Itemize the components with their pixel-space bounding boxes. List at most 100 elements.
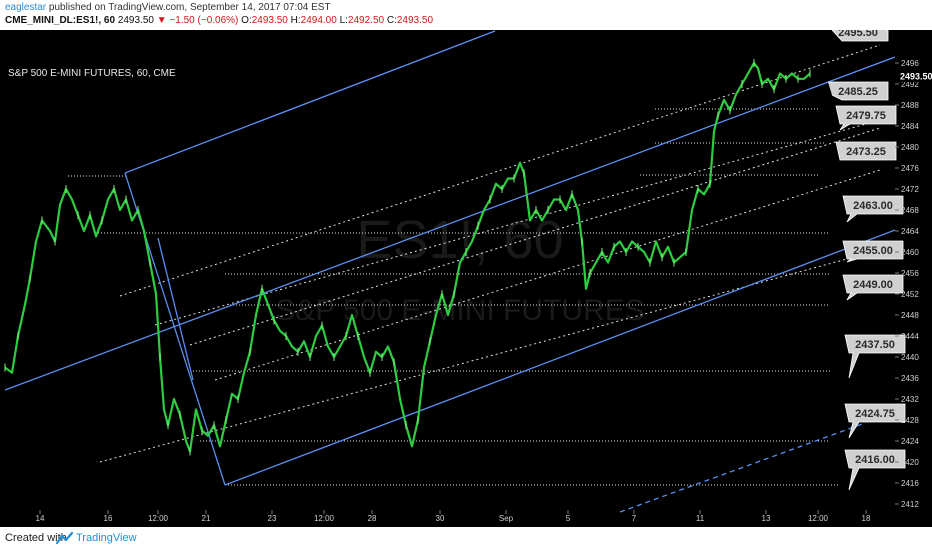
y-tick-label: 2492 bbox=[901, 80, 919, 89]
y-tick-label: 2456 bbox=[901, 269, 919, 278]
y-tick-label: 2432 bbox=[901, 395, 919, 404]
publish-info: published on TradingView.com, September … bbox=[48, 2, 331, 13]
close-value: 2493.50 bbox=[396, 15, 434, 26]
price-callout: 2463.00 bbox=[842, 195, 904, 223]
y-tick-label: 2424 bbox=[901, 437, 919, 446]
y-tick-label: 2468 bbox=[901, 206, 919, 215]
open-value: 2493.50 bbox=[251, 15, 288, 26]
y-tick-label: 2416 bbox=[901, 479, 919, 488]
low-value: 2492.50 bbox=[347, 15, 385, 26]
footer: Created with TradingView bbox=[0, 527, 932, 550]
x-tick-label: 14 bbox=[36, 514, 45, 523]
channel-line bbox=[154, 119, 881, 326]
y-tick-label: 2472 bbox=[901, 185, 919, 194]
y-tick-label: 2420 bbox=[901, 458, 919, 467]
x-tick-label: 12:00 bbox=[314, 514, 335, 523]
current-price-marker bbox=[897, 70, 932, 83]
price-callout-text: 2455.00 bbox=[853, 245, 893, 257]
x-tick-label: 5 bbox=[566, 514, 571, 523]
pitchfork-line bbox=[4, 56, 896, 391]
y-tick-label: 2412 bbox=[901, 500, 919, 509]
pitchfork-extension-line bbox=[619, 422, 866, 513]
pitchfork-line bbox=[157, 237, 194, 381]
price-callout-text: 2416.00 bbox=[855, 454, 895, 466]
y-tick-label: 2480 bbox=[901, 143, 919, 152]
price-callout: 2495.50 bbox=[831, 30, 889, 42]
author-link[interactable]: eaglestar bbox=[5, 2, 47, 13]
time-axis[interactable]: 14 16 12:00 21 23 12:00 28 30 Sep 5 7 11 13 12:00 18 bbox=[36, 510, 871, 523]
price-callout-text: 2437.50 bbox=[855, 339, 895, 351]
last-price: 2493.50 bbox=[117, 15, 154, 26]
ohlc-line: CME_MINI_DL:ES1!, 60 2493.50 ▼ −1.50 (−0… bbox=[5, 15, 433, 26]
x-tick-label: 28 bbox=[368, 514, 377, 523]
price-callout: 2479.75 bbox=[835, 105, 897, 131]
x-tick-label: 11 bbox=[696, 514, 705, 523]
y-tick-label: 2460 bbox=[901, 248, 919, 257]
price-callout: 2485.25 bbox=[828, 81, 889, 101]
chart-area[interactable]: ES1!, 60 S&P 500 E-MINI FUTURES 2495.50 2… bbox=[0, 30, 932, 527]
y-tick-label: 2476 bbox=[901, 164, 919, 173]
x-tick-label: 13 bbox=[762, 514, 771, 523]
y-tick-label: 2464 bbox=[901, 227, 919, 236]
price-callout: 2424.75 bbox=[844, 403, 906, 439]
symbol-label: CME_MINI_DL:ES1!, 60 bbox=[5, 15, 116, 26]
price-change: −1.50 (−0.06%) bbox=[169, 15, 239, 26]
chart-title: S&P 500 E-MINI FUTURES, 60, CME bbox=[8, 68, 176, 79]
y-tick-label: 2452 bbox=[901, 290, 919, 299]
y-tick-label: 2428 bbox=[901, 416, 919, 425]
y-tick-label: 2440 bbox=[901, 353, 919, 362]
channel-line bbox=[214, 169, 881, 381]
x-tick-label: 16 bbox=[104, 514, 113, 523]
publish-line: eaglestar published on TradingView.com, … bbox=[5, 2, 331, 13]
pitchfork-line bbox=[124, 30, 496, 174]
x-tick-label: 7 bbox=[632, 514, 637, 523]
x-tick-label: 21 bbox=[202, 514, 211, 523]
price-callout: 2416.00 bbox=[844, 449, 906, 491]
price-callout-text: 2463.00 bbox=[853, 200, 893, 212]
current-price-label: 2493.50 bbox=[900, 72, 932, 82]
price-callout: 2449.00 bbox=[842, 274, 904, 301]
y-tick-label: 2488 bbox=[901, 101, 919, 110]
x-tick-label: 12:00 bbox=[808, 514, 829, 523]
price-callout: 2437.50 bbox=[844, 334, 906, 379]
price-level-labels: 2495.50 2485.25 2479.75 2473.25 2463.00 2455.… bbox=[828, 30, 906, 491]
x-tick-label: Sep bbox=[499, 514, 514, 523]
channel-line bbox=[119, 44, 881, 297]
tradingview-logo-icon bbox=[56, 531, 74, 545]
channel-line bbox=[189, 127, 881, 346]
down-arrow-icon: ▼ bbox=[156, 15, 167, 26]
price-callout-text: 2473.25 bbox=[846, 146, 886, 158]
price-callout: 2455.00 bbox=[842, 240, 904, 263]
low-label: L: bbox=[339, 15, 348, 26]
dotted-channel-lines bbox=[99, 44, 881, 463]
pitchfork-line bbox=[224, 229, 896, 486]
x-tick-label: 30 bbox=[436, 514, 445, 523]
chart-header: eaglestar published on TradingView.com, … bbox=[0, 0, 932, 30]
y-tick-label: 2484 bbox=[901, 122, 919, 131]
pitchfork-lines bbox=[4, 30, 896, 513]
price-callout-text: 2424.75 bbox=[855, 408, 895, 420]
price-callout-text: 2449.00 bbox=[853, 279, 893, 291]
watermark-name: S&P 500 E-MINI FUTURES bbox=[275, 294, 645, 327]
y-tick-label: 2444 bbox=[901, 332, 919, 341]
y-tick-label: 2436 bbox=[901, 374, 919, 383]
price-chart[interactable]: ES1!, 60 S&P 500 E-MINI FUTURES 2495.502… bbox=[0, 30, 932, 527]
open-label: O: bbox=[241, 15, 252, 26]
close-label: C: bbox=[386, 15, 397, 26]
y-tick-label: 2448 bbox=[901, 311, 919, 320]
price-callout-text: 2495.50 bbox=[838, 30, 878, 39]
price-series-line bbox=[4, 61, 811, 453]
price-callout-text: 2479.75 bbox=[846, 110, 886, 122]
channel-line bbox=[99, 249, 881, 463]
x-tick-label: 18 bbox=[862, 514, 871, 523]
price-callout-text: 2485.25 bbox=[838, 86, 878, 98]
horizontal-levels bbox=[68, 108, 840, 486]
created-with-label: Created with bbox=[5, 532, 67, 544]
high-label: H: bbox=[290, 15, 301, 26]
x-tick-label: 23 bbox=[268, 514, 277, 523]
high-value: 2494.00 bbox=[300, 15, 337, 26]
tradingview-link[interactable]: TradingView bbox=[76, 532, 137, 544]
x-tick-label: 12:00 bbox=[148, 514, 169, 523]
price-callout: 2473.25 bbox=[835, 141, 897, 161]
price-axis[interactable]: 2412 2416 2420 2424 2428 2432 2436 2440 2444 2448… bbox=[895, 59, 932, 509]
